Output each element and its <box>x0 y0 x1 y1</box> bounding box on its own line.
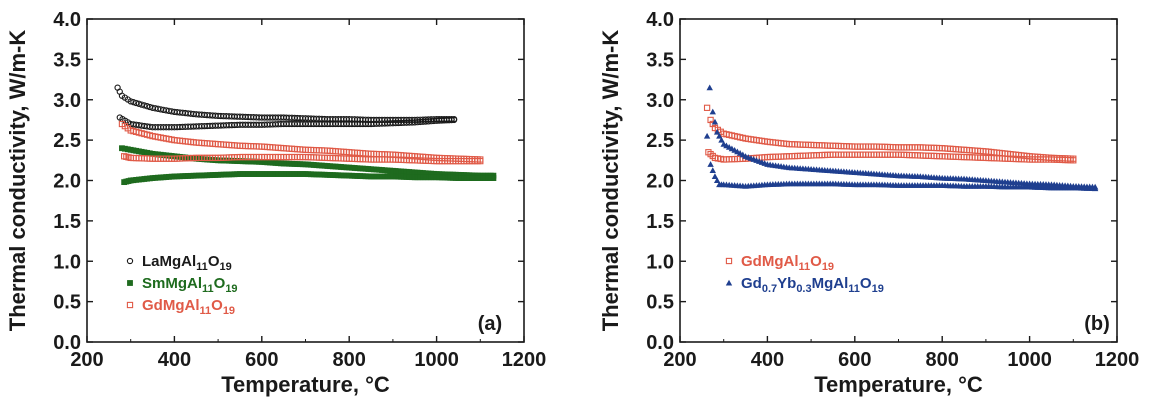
legend-entry: GdMgAl11O19 <box>741 253 834 273</box>
data-point <box>703 132 711 139</box>
data-point <box>713 177 721 184</box>
y-tick-label: 2.5 <box>646 130 674 152</box>
data-point <box>703 104 711 111</box>
data-point <box>127 98 134 105</box>
x-axis-label: Temperature, °C <box>814 372 983 397</box>
x-tick-label: 400 <box>751 349 784 371</box>
data-point <box>718 136 725 143</box>
y-tick-label: 1.5 <box>646 211 674 233</box>
x-tick-label: 600 <box>838 349 871 371</box>
series-2 <box>118 120 484 165</box>
y-tick-label: 3.5 <box>53 49 81 71</box>
y-tick-label: 0.5 <box>53 292 81 314</box>
x-tick-label: 800 <box>333 349 366 371</box>
y-tick-label: 2.5 <box>53 130 81 152</box>
series-1 <box>703 84 1099 192</box>
y-tick-label: 2.0 <box>53 171 81 193</box>
legend-entry: SmMgAl11O19 <box>142 275 238 295</box>
series-0 <box>703 104 1077 164</box>
y-axis-label: Thermal conductivity, W/m-K <box>5 30 30 332</box>
data-point <box>135 100 143 107</box>
y-tick-label: 4.0 <box>646 9 674 31</box>
data-point <box>1070 157 1077 164</box>
data-point <box>138 101 145 108</box>
data-point <box>130 99 137 106</box>
y-tick-label: 3.5 <box>646 49 674 71</box>
y-tick-label: 0.0 <box>53 332 81 354</box>
data-point <box>448 116 455 124</box>
panel-label: (b) <box>1084 313 1110 335</box>
legend-marker <box>725 279 733 286</box>
y-tick-label: 0.0 <box>646 332 674 354</box>
x-axis-label: Temperature, °C <box>221 372 390 397</box>
data-point <box>450 116 458 124</box>
data-point <box>713 128 721 135</box>
panel-label: (a) <box>478 313 502 335</box>
panel-a: 200 400 600 800 1000 1200 0.0 0.5 1.0 1.5 2.0 2.5 3.… <box>5 9 546 397</box>
y-tick-label: 2.0 <box>646 171 674 193</box>
legend-marker <box>126 257 134 265</box>
x-tick-label: 1200 <box>502 349 547 371</box>
legend-marker <box>126 301 134 309</box>
data-point <box>1091 185 1099 192</box>
x-tick-label: 600 <box>245 349 278 371</box>
x-tick-label: 200 <box>663 349 696 371</box>
legend-entry: LaMgAl11O19 <box>142 253 232 273</box>
legend-entry: Gd0.7Yb0.3MgAl11O19 <box>741 275 884 295</box>
data-point <box>133 99 140 107</box>
y-tick-label: 0.5 <box>646 292 674 314</box>
legend-entry: GdMgAl11O19 <box>142 297 235 317</box>
x-tick-label: 200 <box>70 349 103 371</box>
x-tick-label: 1200 <box>1095 349 1140 371</box>
data-point <box>709 108 716 115</box>
data-point <box>706 84 713 91</box>
x-tick-label: 800 <box>926 349 959 371</box>
data-point <box>490 175 497 181</box>
data-point <box>141 102 148 109</box>
data-point <box>711 173 719 180</box>
y-tick-label: 1.5 <box>53 211 81 233</box>
legend-marker <box>127 280 133 286</box>
data-point <box>716 132 723 139</box>
series-0 <box>114 84 458 131</box>
x-tick-label: 1000 <box>1007 349 1052 371</box>
y-tick-label: 4.0 <box>53 9 81 31</box>
data-point <box>709 167 716 173</box>
data-point <box>707 161 714 167</box>
y-tick-label: 1.0 <box>53 251 81 273</box>
data-point <box>143 103 151 110</box>
y-tick-label: 3.0 <box>53 90 81 112</box>
legend-marker <box>725 257 733 265</box>
x-tick-label: 400 <box>158 349 191 371</box>
y-tick-label: 3.0 <box>646 90 674 112</box>
panel-b: 200 400 600 800 1000 1200 0.0 0.5 1.0 1.5 2.0 2.5 3.… <box>598 9 1139 397</box>
data-point <box>711 118 719 125</box>
y-tick-label: 1.0 <box>646 251 674 273</box>
data-point <box>477 157 484 165</box>
y-axis-label: Thermal conductivity, W/m-K <box>598 30 623 332</box>
x-tick-label: 1000 <box>414 349 459 371</box>
